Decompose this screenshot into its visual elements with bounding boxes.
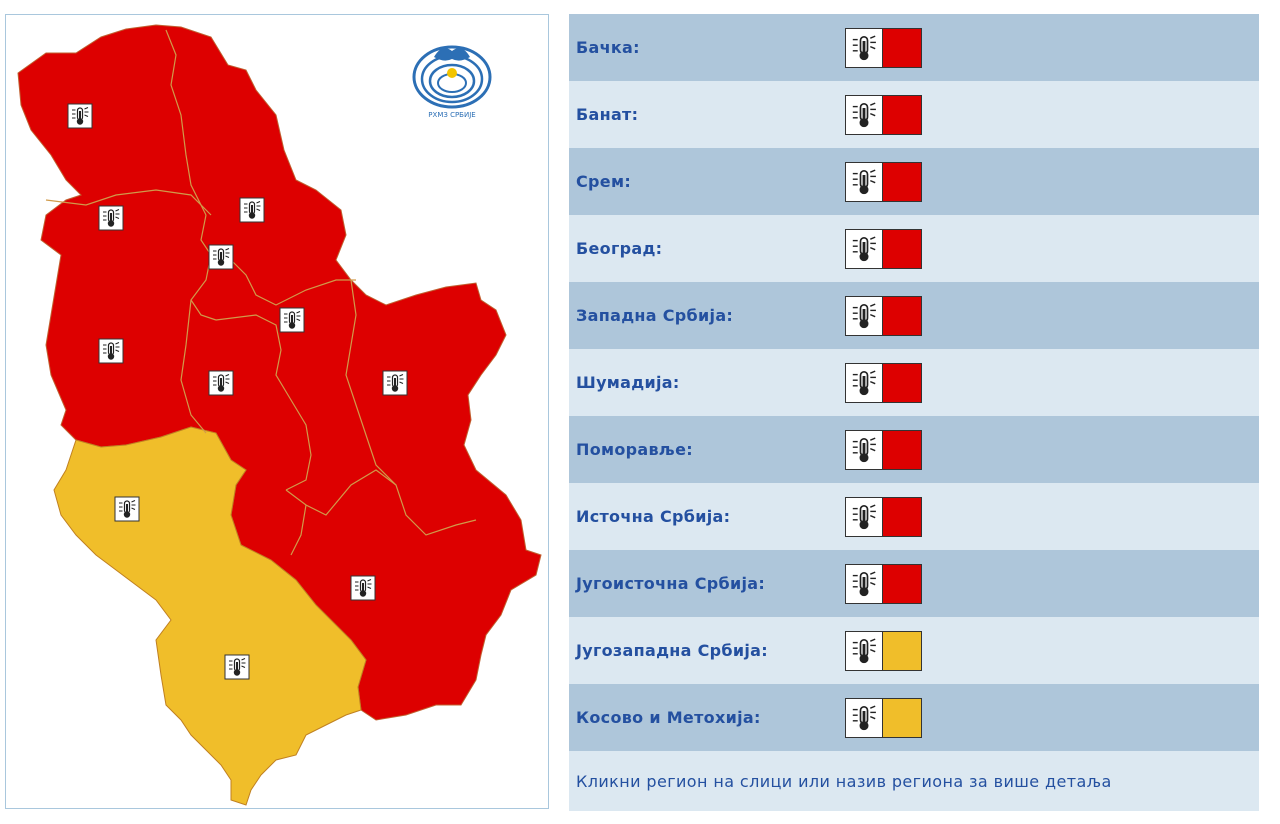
region-name-link[interactable]: Југозападна Србија: [576,641,768,660]
warning-level-swatch [883,698,921,737]
warning-level-swatch [883,497,921,536]
thermometer-icon [384,372,406,394]
map-marker-beograd[interactable] [208,244,234,270]
region-map: РХМЗ СРБИЈЕ [5,14,549,809]
warning-level-swatch [883,229,921,268]
thermometer-icon [69,105,91,127]
warning-indicator[interactable] [845,295,922,336]
thermometer-icon [116,498,138,520]
warning-level-swatch [883,631,921,670]
region-row[interactable]: Југоисточна Србија: [569,550,1259,617]
region-row[interactable]: Срем: [569,148,1259,215]
region-name-link[interactable]: Западна Србија: [576,306,734,325]
warning-indicator[interactable] [845,228,922,269]
warning-indicator[interactable] [845,429,922,470]
map-marker-banat[interactable] [239,197,265,223]
warning-level-swatch [883,28,921,67]
region-name-link[interactable]: Источна Србија: [576,507,731,526]
region-row[interactable]: Западна Србија: [569,282,1259,349]
serbia-map: РХМЗ СРБИЈЕ [17,24,542,806]
map-region-red-zone[interactable] [17,24,542,721]
thermometer-icon [846,229,883,268]
thermometer-icon [846,631,883,670]
thermometer-icon [226,656,248,678]
region-row[interactable]: Бачка: [569,14,1259,81]
region-row[interactable]: Шумадија: [569,349,1259,416]
map-marker-kosovo[interactable] [224,654,250,680]
region-name-link[interactable]: Шумадија: [576,373,680,392]
thermometer-icon [846,28,883,67]
warning-level-swatch [883,296,921,335]
thermometer-icon [846,698,883,737]
warning-indicator[interactable] [845,563,922,604]
map-marker-srem[interactable] [98,205,124,231]
thermometer-icon [352,577,374,599]
region-row[interactable]: Београд: [569,215,1259,282]
map-marker-istocna-srbija[interactable] [382,370,408,396]
map-marker-backa[interactable] [67,103,93,129]
region-row[interactable]: Источна Србија: [569,483,1259,550]
thermometer-icon [846,162,883,201]
warning-indicator[interactable] [845,362,922,403]
rhmz-logo: РХМЗ СРБИЈЕ [412,45,492,119]
map-marker-jugoistocna-srbija[interactable] [350,575,376,601]
region-name-link[interactable]: Банат: [576,105,639,124]
region-name-link[interactable]: Косово и Метохија: [576,708,761,727]
region-row[interactable]: Косово и Метохија: [569,684,1259,751]
thermometer-icon [241,199,263,221]
warning-indicator[interactable] [845,27,922,68]
warning-indicator[interactable] [845,496,922,537]
thermometer-icon [100,340,122,362]
map-marker-zapadna-srbija[interactable] [98,338,124,364]
warning-level-swatch [883,95,921,134]
thermometer-icon [846,363,883,402]
warning-indicator[interactable] [845,94,922,135]
region-name-link[interactable]: Поморавље: [576,440,693,459]
region-row[interactable]: Југозападна Србија: [569,617,1259,684]
thermometer-icon [846,430,883,469]
region-borders [45,29,477,556]
region-name-link[interactable]: Бачка: [576,38,640,57]
map-marker-sumadija[interactable] [208,370,234,396]
svg-text:РХМЗ СРБИЈЕ: РХМЗ СРБИЈЕ [428,111,475,119]
warning-indicator[interactable] [845,630,922,671]
region-name-link[interactable]: Београд: [576,239,663,258]
region-list: Бачка: Банат: Срем: Београд: Западна Србија:… [569,14,1259,811]
warning-level-swatch [883,162,921,201]
region-name-link[interactable]: Срем: [576,172,632,191]
thermometer-icon [846,497,883,536]
warning-level-swatch [883,564,921,603]
warning-level-swatch [883,363,921,402]
warning-level-swatch [883,430,921,469]
warning-indicator[interactable] [845,161,922,202]
warning-indicator[interactable] [845,697,922,738]
region-name-link[interactable]: Југоисточна Србија: [576,574,766,593]
region-row[interactable]: Поморавље: [569,416,1259,483]
thermometer-icon [210,246,232,268]
map-marker-jugozapadna-srbija[interactable] [114,496,140,522]
map-marker-pomoravlje[interactable] [279,307,305,333]
thermometer-icon [210,372,232,394]
thermometer-icon [100,207,122,229]
instructions-text: Кликни регион на слици или назив региона… [569,751,1259,811]
thermometer-icon [846,95,883,134]
region-row[interactable]: Банат: [569,81,1259,148]
thermometer-icon [281,309,303,331]
thermometer-icon [846,564,883,603]
thermometer-icon [846,296,883,335]
